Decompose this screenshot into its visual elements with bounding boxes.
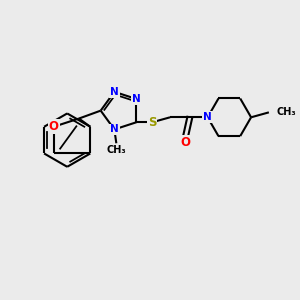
Text: N: N bbox=[110, 87, 119, 97]
Text: CH₃: CH₃ bbox=[106, 145, 126, 155]
Text: N: N bbox=[110, 124, 119, 134]
Text: O: O bbox=[181, 136, 191, 148]
Text: CH₃: CH₃ bbox=[277, 107, 296, 117]
Text: N: N bbox=[132, 94, 141, 104]
Text: N: N bbox=[203, 112, 212, 122]
Text: O: O bbox=[49, 120, 58, 133]
Text: S: S bbox=[148, 116, 157, 129]
